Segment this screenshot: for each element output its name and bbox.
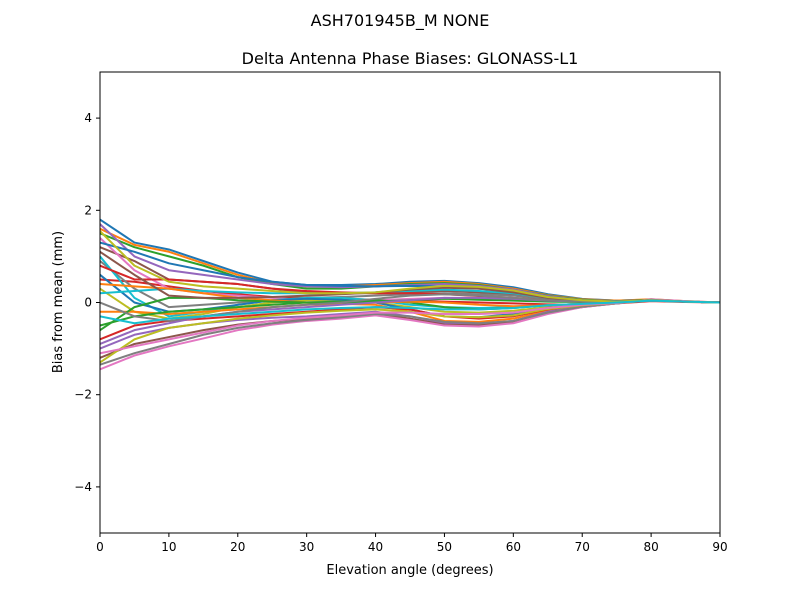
y-tick-label: 2 <box>84 203 92 217</box>
x-tick-label: 70 <box>575 540 590 554</box>
figure-suptitle: ASH701945B_M NONE <box>311 11 490 31</box>
x-tick-label: 40 <box>368 540 383 554</box>
y-tick-label: −2 <box>74 388 92 402</box>
x-tick-label: 60 <box>506 540 521 554</box>
x-axis-label: Elevation angle (degrees) <box>326 563 493 578</box>
x-tick-label: 20 <box>230 540 245 554</box>
x-tick-label: 90 <box>712 540 727 554</box>
y-tick-label: −4 <box>74 480 92 494</box>
chart-title: Delta Antenna Phase Biases: GLONASS-L1 <box>242 49 579 68</box>
series-lines <box>100 218 720 371</box>
y-axis-label: Bias from mean (mm) <box>51 231 66 373</box>
x-tick-label: 30 <box>299 540 314 554</box>
series-line-s30 <box>100 299 720 325</box>
y-tick-label: 4 <box>84 111 92 125</box>
y-tick-label: 0 <box>84 296 92 310</box>
x-tick-label: 50 <box>437 540 452 554</box>
y-axis: −4 −2 0 2 4 <box>74 111 100 494</box>
x-tick-label: 80 <box>643 540 658 554</box>
x-tick-label: 0 <box>96 540 104 554</box>
x-axis: 0 10 20 30 40 50 60 70 80 90 <box>96 533 728 554</box>
x-tick-label: 10 <box>161 540 176 554</box>
